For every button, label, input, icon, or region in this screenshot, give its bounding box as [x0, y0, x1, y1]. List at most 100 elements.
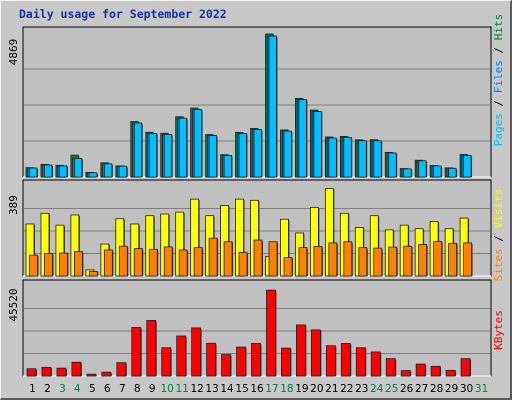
bar-kbytes: [415, 363, 426, 377]
bar-kbytes: [400, 370, 411, 377]
bar-pages: [178, 117, 188, 178]
day-label: 24: [370, 383, 384, 395]
day-label: 18: [280, 383, 293, 395]
day-label: 20: [310, 383, 323, 395]
bar-kbytes: [161, 347, 172, 377]
bar-pages: [448, 167, 457, 178]
bar-pages: [29, 167, 38, 178]
day-label: 5: [89, 383, 96, 395]
bar-pages: [298, 99, 307, 178]
bar-kbytes: [296, 324, 306, 377]
bar-sites: [433, 241, 443, 277]
bar-pages: [358, 140, 367, 178]
chart-panel-visits-sites: 389 Sites / Visits: [7, 179, 505, 282]
x-axis-day-labels: 1 2 3 4 5 6 7 8 9 10 11 12 13 14 15 16 17 18 19 20 21 22 23 24 2…: [29, 383, 488, 395]
day-label: 30: [460, 383, 473, 395]
bar-pages: [328, 137, 337, 178]
legend-files: Files: [492, 60, 505, 93]
bar-sites: [253, 239, 263, 277]
bar-sites: [358, 247, 368, 277]
bar-pages: [59, 165, 68, 178]
day-label: 12: [190, 383, 203, 395]
day-label: 26: [400, 383, 414, 395]
day-label: 10: [161, 383, 174, 395]
bar-pages: [463, 155, 472, 178]
legend-pages-files-hits: Pages / Files / Hits: [492, 14, 505, 147]
bar-pages: [388, 152, 397, 178]
bar-sites: [418, 244, 428, 277]
bar-kbytes: [251, 343, 261, 377]
day-label: 3: [59, 383, 66, 395]
bar-kbytes: [101, 371, 112, 377]
legend-separator: /: [492, 40, 505, 60]
bar-sites: [403, 245, 413, 277]
bar-pages: [118, 165, 128, 178]
legend-kbytes: KBytes: [492, 310, 505, 350]
legend-sites-visits: Sites / Visits: [492, 189, 505, 282]
chart-title: Daily usage for September 2022: [19, 7, 227, 21]
bar-sites: [343, 241, 353, 277]
bar-sites: [208, 237, 218, 277]
bar-pages: [208, 135, 218, 178]
bar-sites: [74, 251, 83, 277]
bar-sites: [463, 242, 472, 277]
bar-kbytes: [325, 345, 336, 377]
bar-sites: [298, 247, 308, 277]
bar-kbytes: [86, 373, 97, 377]
bar-pages: [238, 133, 247, 178]
bar-pages: [133, 122, 143, 178]
day-label: 11: [175, 383, 188, 395]
bar-pages: [163, 134, 173, 178]
bar-kbytes: [430, 365, 441, 377]
legend-separator: /: [492, 93, 505, 113]
bar-sites: [118, 245, 128, 277]
bar-sites: [103, 249, 113, 277]
bar-pages: [283, 130, 292, 178]
legend-separator: /: [492, 228, 505, 248]
bar-sites: [268, 241, 278, 277]
bar-sites: [29, 254, 38, 277]
bar-kbytes: [266, 289, 276, 377]
day-label: 27: [415, 383, 428, 395]
bar-sites: [178, 249, 188, 277]
bar-pages: [268, 35, 277, 178]
bar-pages: [403, 168, 412, 178]
bar-kbytes: [370, 351, 381, 377]
bar-pages: [148, 133, 158, 178]
bar-sites: [223, 241, 233, 277]
day-label: 9: [149, 383, 156, 395]
chart-panel-pages-files-hits: 4869 Pages / Files / Hits: [7, 14, 505, 178]
bar-sites: [193, 247, 203, 277]
legend-pages: Pages: [492, 113, 505, 146]
bar-kbytes: [56, 367, 67, 377]
bar-sites: [448, 242, 457, 277]
y-max-label: 4869: [7, 39, 20, 66]
bar-pages: [103, 163, 113, 178]
day-label: 13: [205, 383, 218, 395]
bar-kbytes: [71, 361, 82, 377]
bar-kbytes: [191, 327, 202, 377]
bar-kbytes: [236, 346, 246, 377]
legend-visits: Visits: [492, 189, 505, 229]
bar-pages: [88, 172, 98, 178]
bar-pages: [193, 109, 203, 178]
bar-kbytes: [206, 342, 217, 377]
bar-kbytes: [176, 335, 187, 377]
day-label: 23: [355, 383, 368, 395]
bar-pages: [74, 158, 83, 178]
bar-kbytes: [310, 329, 321, 377]
bar-sites: [373, 247, 383, 277]
y-max-label: 45520: [7, 288, 20, 321]
bar-pages: [433, 165, 442, 178]
bar-sites: [163, 246, 173, 277]
bar-pages: [418, 160, 427, 178]
day-label: 21: [325, 383, 338, 395]
day-label: 22: [340, 383, 353, 395]
day-label: 16: [250, 383, 264, 395]
bar-kbytes: [355, 347, 366, 377]
day-label: 25: [385, 383, 398, 395]
bar-kbytes: [131, 327, 142, 377]
bar-kbytes: [340, 343, 351, 377]
bar-kbytes: [445, 369, 456, 377]
